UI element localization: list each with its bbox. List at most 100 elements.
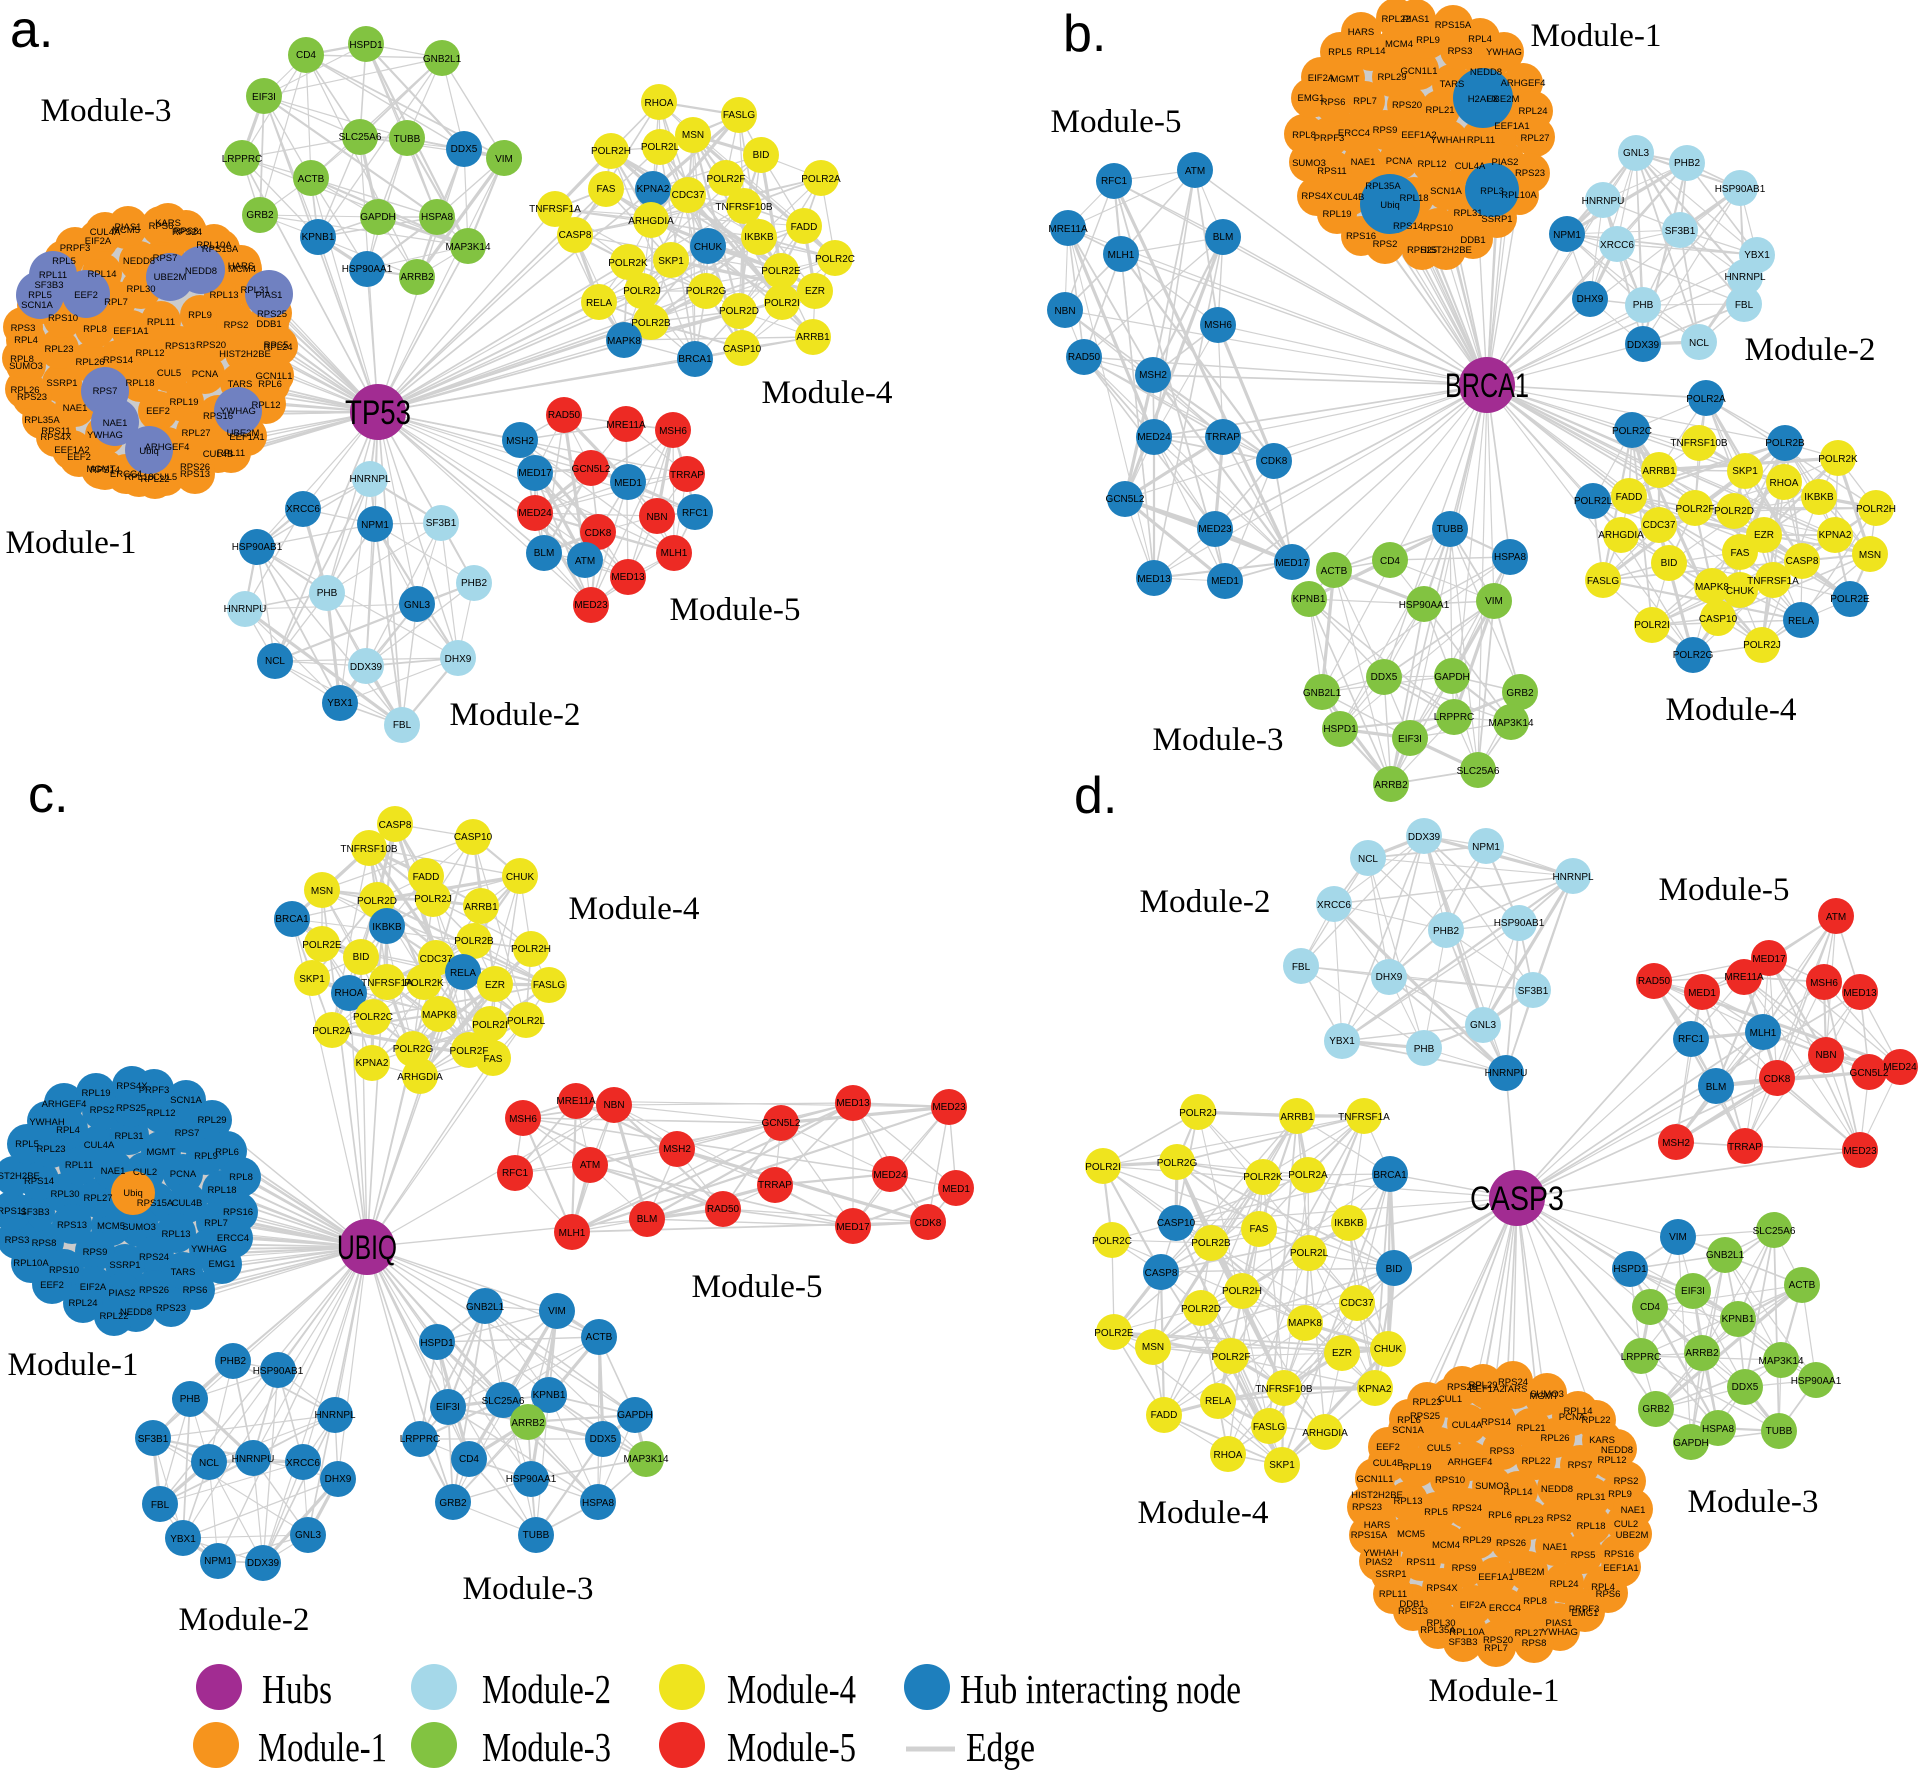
svg-text:RPL35A: RPL35A xyxy=(1365,181,1401,192)
svg-text:EEF1A1: EEF1A1 xyxy=(113,326,148,337)
svg-text:HARS: HARS xyxy=(228,261,254,272)
svg-text:CD4: CD4 xyxy=(296,50,316,61)
svg-text:RPL19: RPL19 xyxy=(169,397,198,408)
svg-text:HNRNPL: HNRNPL xyxy=(1552,872,1594,883)
svg-text:Module-3: Module-3 xyxy=(1688,1484,1819,1520)
svg-text:MSH6: MSH6 xyxy=(659,426,687,437)
svg-text:SUMO3: SUMO3 xyxy=(122,1222,156,1233)
svg-text:EEF1A1: EEF1A1 xyxy=(229,432,264,443)
svg-text:GRB2: GRB2 xyxy=(1642,1404,1670,1415)
svg-text:CUL5: CUL5 xyxy=(1427,1443,1451,1454)
svg-text:YBX1: YBX1 xyxy=(1329,1036,1355,1047)
svg-text:RPS9: RPS9 xyxy=(1452,1563,1477,1574)
svg-text:DDX39: DDX39 xyxy=(1627,340,1660,351)
svg-text:CD4: CD4 xyxy=(1380,556,1400,567)
svg-text:ARRB1: ARRB1 xyxy=(796,332,830,343)
svg-text:Module-3: Module-3 xyxy=(482,1724,611,1770)
svg-text:RPS3: RPS3 xyxy=(1448,46,1473,57)
svg-text:RPL14: RPL14 xyxy=(1503,1487,1532,1498)
svg-text:CASP8: CASP8 xyxy=(559,230,592,241)
svg-text:RFC1: RFC1 xyxy=(682,508,709,519)
svg-text:SLC25A6: SLC25A6 xyxy=(1457,766,1500,777)
svg-text:BLM: BLM xyxy=(534,548,555,559)
svg-text:TNFRSF10B: TNFRSF10B xyxy=(340,844,398,855)
svg-text:HNRNPL: HNRNPL xyxy=(314,1410,356,1421)
svg-text:RPS6: RPS6 xyxy=(1321,97,1346,108)
svg-text:PRPF3: PRPF3 xyxy=(1569,1604,1600,1615)
svg-text:CDK8: CDK8 xyxy=(1261,456,1288,467)
svg-text:POLR2H: POLR2H xyxy=(591,146,631,157)
svg-text:RPL23: RPL23 xyxy=(1514,1515,1543,1526)
svg-text:RELA: RELA xyxy=(586,298,612,309)
svg-text:Module-3: Module-3 xyxy=(41,93,172,129)
svg-text:EZR: EZR xyxy=(1754,530,1774,541)
svg-text:POLR2H: POLR2H xyxy=(1856,504,1896,515)
svg-text:CD4: CD4 xyxy=(1640,1302,1660,1313)
svg-text:MRE11A: MRE11A xyxy=(1724,972,1764,983)
svg-text:MSH2: MSH2 xyxy=(663,1144,691,1155)
svg-text:MCM4: MCM4 xyxy=(1385,39,1413,50)
svg-text:RPS2: RPS2 xyxy=(1614,1476,1639,1487)
svg-text:RPL8: RPL8 xyxy=(229,1172,253,1183)
svg-text:GNB2L1: GNB2L1 xyxy=(466,1302,505,1313)
svg-text:HNRNPL: HNRNPL xyxy=(349,474,391,485)
svg-text:KPNA2: KPNA2 xyxy=(1819,530,1852,541)
svg-text:FADD: FADD xyxy=(1616,492,1643,503)
svg-text:RPS4X: RPS4X xyxy=(1301,191,1333,202)
svg-text:HSPA8: HSPA8 xyxy=(1702,1424,1734,1435)
svg-text:ACTB: ACTB xyxy=(586,1332,613,1343)
svg-text:NAE1: NAE1 xyxy=(1543,1542,1568,1553)
svg-text:MLH1: MLH1 xyxy=(661,548,688,559)
svg-text:POLR2F: POLR2F xyxy=(450,1046,489,1057)
svg-text:POLR2A: POLR2A xyxy=(1288,1170,1328,1181)
svg-text:a.: a. xyxy=(10,1,53,59)
svg-text:SKP1: SKP1 xyxy=(658,256,684,267)
svg-text:HNRNPU: HNRNPU xyxy=(224,604,267,615)
svg-text:XRCC6: XRCC6 xyxy=(1600,240,1634,251)
svg-text:RPL11: RPL11 xyxy=(1467,135,1495,146)
svg-text:RPS3: RPS3 xyxy=(11,323,36,334)
svg-text:BID: BID xyxy=(1661,558,1678,569)
svg-text:RPL24: RPL24 xyxy=(68,1298,97,1309)
svg-text:RPS11: RPS11 xyxy=(1317,166,1346,177)
svg-text:MLH1: MLH1 xyxy=(1750,1028,1777,1039)
svg-text:RPS23: RPS23 xyxy=(17,392,47,403)
svg-text:RPS14: RPS14 xyxy=(90,465,120,476)
svg-text:LRPPRC: LRPPRC xyxy=(1621,1352,1662,1363)
svg-text:MCM4: MCM4 xyxy=(1432,1540,1460,1551)
svg-text:EIF3I: EIF3I xyxy=(252,92,276,103)
svg-text:POLR2C: POLR2C xyxy=(1612,426,1652,437)
svg-text:NEDD8: NEDD8 xyxy=(120,1307,152,1318)
svg-text:RPL18: RPL18 xyxy=(1576,1521,1605,1532)
svg-text:NCL: NCL xyxy=(1358,854,1378,865)
svg-text:SCN1A: SCN1A xyxy=(1392,1425,1424,1436)
svg-text:ARRB2: ARRB2 xyxy=(400,272,434,283)
svg-text:POLR2L: POLR2L xyxy=(1290,1248,1329,1259)
svg-text:DHX9: DHX9 xyxy=(325,1474,352,1485)
svg-text:UBE2M: UBE2M xyxy=(227,428,260,439)
svg-text:RPS3: RPS3 xyxy=(5,1235,30,1246)
svg-text:GCN5L2: GCN5L2 xyxy=(1106,494,1145,505)
svg-text:FADD: FADD xyxy=(413,872,440,883)
svg-text:ARHGDIA: ARHGDIA xyxy=(1598,530,1644,541)
svg-text:RPS11: RPS11 xyxy=(1406,1557,1435,1568)
svg-text:RPS14: RPS14 xyxy=(1393,221,1423,232)
svg-text:MED17: MED17 xyxy=(836,1222,870,1233)
svg-text:H2AFX: H2AFX xyxy=(1468,94,1499,105)
svg-text:NEDD8: NEDD8 xyxy=(1541,1484,1573,1495)
svg-text:b.: b. xyxy=(1063,5,1106,63)
svg-text:GAPDH: GAPDH xyxy=(360,212,396,223)
svg-text:SSRP1: SSRP1 xyxy=(1375,1569,1406,1580)
svg-text:Module-1: Module-1 xyxy=(6,525,137,561)
svg-text:HIST2H2BE: HIST2H2BE xyxy=(1420,245,1472,256)
svg-text:BLM: BLM xyxy=(637,1214,658,1225)
svg-text:HIST2H2BE: HIST2H2BE xyxy=(219,349,271,360)
svg-text:GCN1L1: GCN1L1 xyxy=(256,371,293,382)
svg-text:RPL27: RPL27 xyxy=(1520,133,1549,144)
svg-text:PCNA: PCNA xyxy=(192,369,219,380)
svg-text:Module-2: Module-2 xyxy=(1745,332,1876,368)
svg-text:LRPPRC: LRPPRC xyxy=(400,1434,441,1445)
svg-text:GNL3: GNL3 xyxy=(1470,1020,1497,1031)
svg-text:RPS25: RPS25 xyxy=(1410,1411,1440,1422)
svg-text:d.: d. xyxy=(1074,767,1117,825)
